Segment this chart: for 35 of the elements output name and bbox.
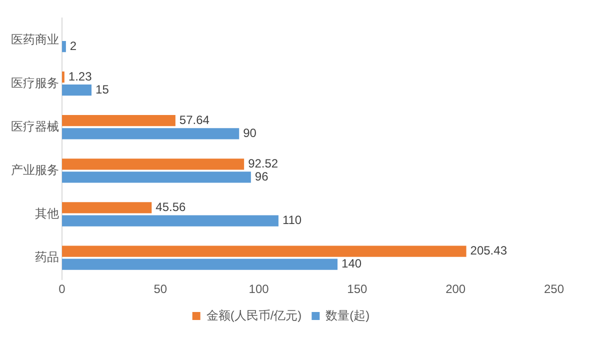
data-label: 140 xyxy=(342,256,362,271)
legend-label: 金额(人民币/亿元) xyxy=(206,308,302,322)
y-tick-label: 其他 xyxy=(35,206,59,221)
y-tick-label: 医疗服务 xyxy=(11,76,59,90)
legend-label: 数量(起) xyxy=(326,308,370,322)
bar xyxy=(62,246,466,257)
y-tick-label: 医疗器械 xyxy=(11,119,59,134)
bar xyxy=(62,215,278,226)
x-tick-label: 200 xyxy=(446,282,466,296)
bar xyxy=(62,84,92,96)
data-label: 96 xyxy=(254,170,269,184)
y-tick-label: 药品 xyxy=(35,250,59,264)
bar xyxy=(62,40,66,52)
y-tick-label: 医药商业 xyxy=(11,32,59,46)
y-tick-label: 产业服务 xyxy=(11,162,59,177)
data-label: 110 xyxy=(282,213,302,228)
bar xyxy=(62,202,152,214)
bar xyxy=(62,128,240,140)
data-label: 45.56 xyxy=(156,200,186,214)
x-tick-label: 150 xyxy=(347,282,368,296)
bar xyxy=(62,258,338,270)
bar xyxy=(62,172,251,183)
x-tick-label: 50 xyxy=(154,282,168,296)
data-label: 57.64 xyxy=(179,112,210,127)
data-label: 92.52 xyxy=(248,156,278,170)
bar xyxy=(62,158,244,170)
data-label: 205.43 xyxy=(470,244,508,258)
data-label: 2 xyxy=(70,38,77,53)
data-label: 1.23 xyxy=(68,69,92,84)
bar xyxy=(62,115,176,126)
data-label: 15 xyxy=(96,82,110,96)
x-tick-label: 100 xyxy=(248,282,270,296)
x-tick-label: 250 xyxy=(544,282,564,296)
data-label: 90 xyxy=(243,126,257,140)
x-tick-label: 0 xyxy=(58,282,66,296)
